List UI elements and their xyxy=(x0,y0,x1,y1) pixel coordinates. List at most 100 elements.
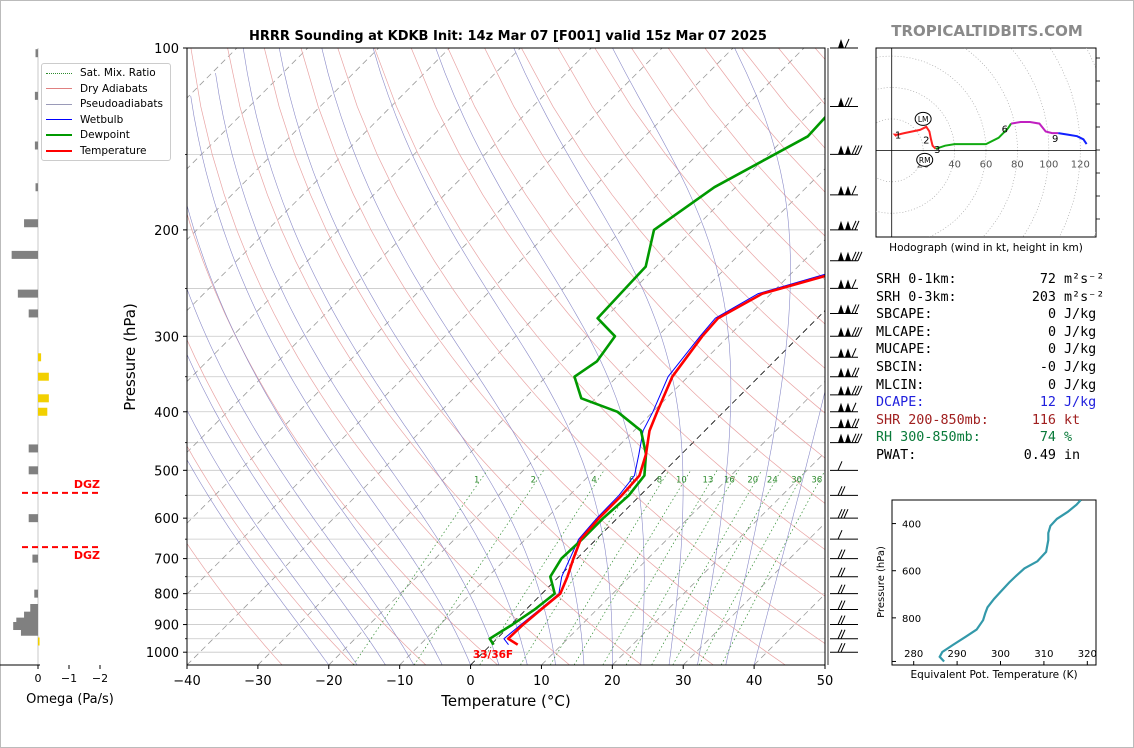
barb-feather xyxy=(837,486,843,496)
barb-flag xyxy=(838,39,844,48)
index-key: SRH 0-1km: xyxy=(876,272,957,287)
omega-bar xyxy=(20,627,38,636)
index-value: 72 xyxy=(1039,272,1056,287)
barb-flag xyxy=(845,418,851,428)
barb-flag xyxy=(845,251,851,261)
mixing-ratio-line xyxy=(625,470,739,665)
index-row: MLCAPE: 0 J/kg xyxy=(876,324,1106,342)
wind-barb xyxy=(830,433,863,444)
skewt-profiles xyxy=(488,115,825,646)
legend-swatch xyxy=(46,72,72,74)
y-tick-label: 800 xyxy=(154,588,179,603)
mixing-ratio-line xyxy=(698,470,806,665)
barb-flag xyxy=(845,279,851,289)
hodograph-height-label: 6 xyxy=(1002,124,1008,135)
barb-flag xyxy=(838,385,844,395)
omega-tick-label: 0 xyxy=(35,672,42,685)
index-key: RH 300-850mb: xyxy=(876,430,981,446)
hodograph-height-label: 2 xyxy=(923,135,929,146)
mixing-ratio-label: 6 xyxy=(629,476,634,486)
barb-feather xyxy=(851,304,857,314)
index-key: SRH 0-3km: xyxy=(876,289,957,305)
omega-bar xyxy=(28,444,38,453)
y-tick-label: 100 xyxy=(154,42,179,57)
moist-adiabat xyxy=(187,353,386,665)
mixing-ratio-line xyxy=(353,470,488,665)
barb-feather xyxy=(854,433,860,443)
barb-feather xyxy=(837,549,843,559)
storm-motion-label: LM xyxy=(918,115,929,124)
isotherm-line xyxy=(682,522,825,665)
x-tick-label: −40 xyxy=(173,674,200,689)
barb-feather xyxy=(840,642,846,653)
barb-feather xyxy=(851,367,857,377)
omega-bar xyxy=(30,604,38,613)
dry-adiabat xyxy=(190,48,570,665)
barb-feather xyxy=(851,418,857,428)
index-key: DCAPE: xyxy=(876,395,925,411)
legend: Sat. Mix. Ratio Dry Adiabats Pseudoadiab… xyxy=(41,63,171,161)
barb-flag xyxy=(838,251,844,261)
dry-adiabat xyxy=(557,48,825,369)
hodograph: 2040608010012012369LMRM xyxy=(875,47,1100,238)
y-tick-label: 400 xyxy=(154,406,179,421)
omega-bar xyxy=(28,514,38,523)
index-unit: kt xyxy=(1064,412,1081,428)
legend-item: Dry Adiabats xyxy=(46,82,148,96)
wind-barbs xyxy=(827,38,863,665)
barb-feather xyxy=(851,185,857,196)
theta-e-y-tick-label: 800 xyxy=(902,614,921,625)
moist-adiabat xyxy=(372,48,613,665)
hodograph-height-label: 3 xyxy=(934,145,940,156)
legend-swatch xyxy=(46,149,72,152)
barb-flag xyxy=(845,433,851,443)
index-unit: J/kg xyxy=(1064,395,1097,411)
theta-e-x-tick-label: 280 xyxy=(904,649,923,660)
theta-e-plot xyxy=(938,500,1082,663)
x-tick-label: −30 xyxy=(244,674,271,689)
omega-bar xyxy=(38,407,48,416)
omega-bar xyxy=(38,394,49,403)
barb-feather xyxy=(844,97,850,107)
barb-feather xyxy=(840,549,846,559)
index-key: SBCAPE: xyxy=(876,307,933,323)
moist-adiabat xyxy=(187,288,415,665)
wind-barb xyxy=(830,549,858,560)
wind-barb xyxy=(830,567,858,578)
barb-feather xyxy=(840,567,846,577)
watermark: TROPICALTIDBITS.COM xyxy=(891,22,1083,40)
barb-feather xyxy=(854,304,860,314)
index-value: 0 xyxy=(1047,324,1056,340)
x-tick-label: 40 xyxy=(746,674,763,689)
index-value: 116 xyxy=(1031,412,1056,428)
moist-adiabat xyxy=(190,95,471,665)
moist-adiabat xyxy=(215,72,500,665)
barb-feather xyxy=(840,600,846,610)
barb-feather xyxy=(854,385,860,396)
barb-feather xyxy=(857,327,863,337)
omega-bar xyxy=(13,622,38,631)
mixing-ratio-line xyxy=(573,470,692,665)
omega-bar xyxy=(38,637,40,646)
omega-bar xyxy=(32,554,38,563)
hodograph-trace xyxy=(935,123,1012,150)
barb-flag xyxy=(838,327,844,337)
barb-feather xyxy=(854,367,860,377)
barb-feather xyxy=(851,385,857,396)
wind-barb xyxy=(830,600,858,611)
hodograph-frame xyxy=(875,47,1097,238)
barb-flag xyxy=(838,279,844,289)
index-unit: m²s⁻² xyxy=(1064,289,1105,305)
dry-adiabat xyxy=(374,48,825,597)
index-value: 0 xyxy=(1047,307,1056,323)
theta-e-xlabel: Equivalent Pot. Temperature (K) xyxy=(910,669,1077,681)
wind-barb xyxy=(830,279,858,289)
barb-feather xyxy=(854,327,860,337)
surface-temp-label: 33/36F xyxy=(473,649,513,661)
barb-feather xyxy=(857,251,863,261)
wind-barb xyxy=(830,642,858,653)
barb-flag xyxy=(838,145,844,155)
moist-adiabat xyxy=(435,48,645,665)
mixing-ratio-line xyxy=(672,470,782,665)
